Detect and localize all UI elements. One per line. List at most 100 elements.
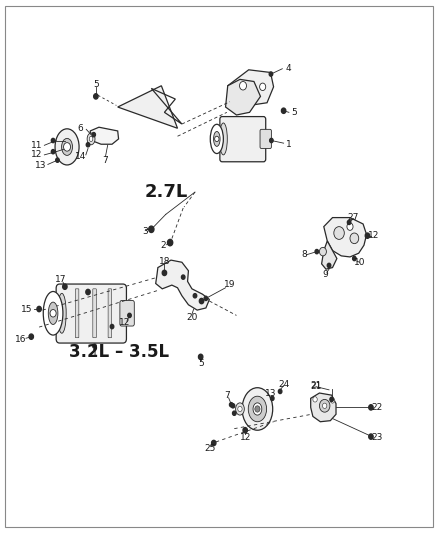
Text: 9: 9 xyxy=(322,270,328,279)
Ellipse shape xyxy=(48,302,58,325)
Text: 1: 1 xyxy=(92,349,97,358)
Circle shape xyxy=(255,406,260,412)
FancyBboxPatch shape xyxy=(260,130,272,149)
Text: 13: 13 xyxy=(35,161,46,170)
Polygon shape xyxy=(324,217,367,257)
Circle shape xyxy=(315,249,318,254)
Circle shape xyxy=(86,289,90,295)
Circle shape xyxy=(282,108,286,114)
Circle shape xyxy=(330,398,335,403)
Ellipse shape xyxy=(214,132,220,147)
Text: 24: 24 xyxy=(278,380,289,389)
Ellipse shape xyxy=(248,396,267,422)
Circle shape xyxy=(347,220,351,224)
Circle shape xyxy=(193,294,197,298)
Text: 5: 5 xyxy=(291,108,297,117)
Text: 1: 1 xyxy=(286,140,292,149)
Text: 21: 21 xyxy=(310,381,321,390)
Circle shape xyxy=(334,227,344,239)
Circle shape xyxy=(243,427,247,433)
Text: 11: 11 xyxy=(31,141,42,150)
FancyBboxPatch shape xyxy=(56,284,127,343)
Polygon shape xyxy=(311,393,336,422)
Circle shape xyxy=(233,411,236,415)
Text: 7: 7 xyxy=(224,391,230,400)
Circle shape xyxy=(230,402,233,407)
Circle shape xyxy=(240,82,247,90)
Text: 23: 23 xyxy=(372,433,383,442)
Text: 13: 13 xyxy=(265,389,276,398)
Circle shape xyxy=(149,226,154,232)
Text: 18: 18 xyxy=(159,257,170,265)
Circle shape xyxy=(270,139,273,143)
Circle shape xyxy=(199,298,204,304)
Polygon shape xyxy=(321,241,337,269)
FancyBboxPatch shape xyxy=(120,301,134,326)
Text: 4: 4 xyxy=(285,64,291,72)
Circle shape xyxy=(92,133,95,137)
Circle shape xyxy=(319,247,326,256)
Text: 7: 7 xyxy=(102,156,108,165)
FancyBboxPatch shape xyxy=(93,289,96,338)
Circle shape xyxy=(212,440,216,446)
Text: 21: 21 xyxy=(310,382,321,391)
Circle shape xyxy=(37,306,41,312)
Circle shape xyxy=(330,397,333,401)
Ellipse shape xyxy=(57,293,66,333)
Text: 14: 14 xyxy=(75,152,86,161)
Circle shape xyxy=(260,83,266,91)
Text: 12: 12 xyxy=(31,150,42,159)
Polygon shape xyxy=(155,260,209,310)
Circle shape xyxy=(204,296,208,301)
Ellipse shape xyxy=(219,123,227,155)
Text: 12: 12 xyxy=(240,433,252,442)
Polygon shape xyxy=(90,127,119,144)
Text: 3: 3 xyxy=(142,227,148,236)
Circle shape xyxy=(238,406,242,411)
Polygon shape xyxy=(226,79,261,115)
Circle shape xyxy=(350,233,359,244)
Circle shape xyxy=(93,344,96,349)
Ellipse shape xyxy=(236,403,244,415)
Polygon shape xyxy=(118,86,177,128)
Text: 6: 6 xyxy=(78,124,84,133)
Circle shape xyxy=(63,284,67,289)
Text: 22: 22 xyxy=(371,403,383,413)
FancyBboxPatch shape xyxy=(108,289,112,338)
Circle shape xyxy=(215,136,219,142)
Circle shape xyxy=(51,150,55,154)
Circle shape xyxy=(198,354,203,360)
Circle shape xyxy=(167,239,173,246)
Circle shape xyxy=(231,403,235,408)
Circle shape xyxy=(319,399,330,412)
Circle shape xyxy=(322,403,327,408)
Text: 20: 20 xyxy=(186,312,198,321)
Text: 12: 12 xyxy=(368,231,380,240)
Text: 17: 17 xyxy=(55,275,66,284)
Circle shape xyxy=(279,389,282,393)
Circle shape xyxy=(271,396,274,400)
Polygon shape xyxy=(228,70,274,107)
Circle shape xyxy=(369,434,373,439)
Circle shape xyxy=(86,143,90,147)
Text: 16: 16 xyxy=(14,335,26,344)
Text: 2: 2 xyxy=(160,241,166,250)
FancyBboxPatch shape xyxy=(220,117,266,162)
Circle shape xyxy=(110,325,114,329)
Ellipse shape xyxy=(253,403,262,415)
Circle shape xyxy=(327,263,331,268)
Text: 19: 19 xyxy=(224,280,236,289)
Text: 25: 25 xyxy=(205,445,216,454)
Text: 10: 10 xyxy=(354,259,365,267)
Circle shape xyxy=(369,405,373,410)
Circle shape xyxy=(50,310,56,317)
Text: 12: 12 xyxy=(120,318,131,327)
Ellipse shape xyxy=(87,133,95,145)
Circle shape xyxy=(162,270,166,276)
Text: 15: 15 xyxy=(21,304,33,313)
Text: 27: 27 xyxy=(348,213,359,222)
FancyBboxPatch shape xyxy=(75,289,79,338)
Circle shape xyxy=(56,158,59,163)
Circle shape xyxy=(51,139,55,143)
Ellipse shape xyxy=(210,124,223,154)
